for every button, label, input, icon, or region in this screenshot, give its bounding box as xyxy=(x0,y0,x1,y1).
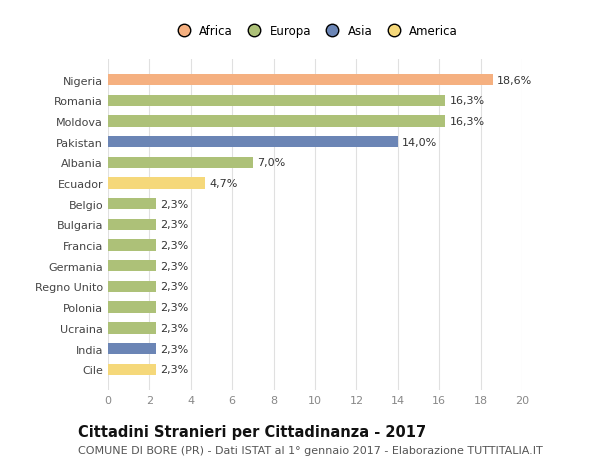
Bar xyxy=(108,364,155,375)
Text: 7,0%: 7,0% xyxy=(257,158,285,168)
Bar xyxy=(108,240,155,251)
Bar xyxy=(108,116,445,127)
Bar xyxy=(108,323,155,334)
Text: 2,3%: 2,3% xyxy=(160,302,188,313)
Bar xyxy=(108,261,155,272)
Bar xyxy=(108,219,155,230)
Text: 2,3%: 2,3% xyxy=(160,344,188,354)
Text: 18,6%: 18,6% xyxy=(497,75,532,85)
Bar xyxy=(108,157,253,168)
Bar xyxy=(108,343,155,354)
Text: 2,3%: 2,3% xyxy=(160,282,188,292)
Text: 16,3%: 16,3% xyxy=(449,96,485,106)
Bar xyxy=(108,137,398,148)
Bar xyxy=(108,281,155,292)
Text: 2,3%: 2,3% xyxy=(160,364,188,375)
Text: 2,3%: 2,3% xyxy=(160,220,188,230)
Bar xyxy=(108,75,493,86)
Text: 16,3%: 16,3% xyxy=(449,117,485,127)
Bar xyxy=(108,199,155,210)
Text: 2,3%: 2,3% xyxy=(160,199,188,209)
Text: 2,3%: 2,3% xyxy=(160,323,188,333)
Bar xyxy=(108,302,155,313)
Text: COMUNE DI BORE (PR) - Dati ISTAT al 1° gennaio 2017 - Elaborazione TUTTITALIA.IT: COMUNE DI BORE (PR) - Dati ISTAT al 1° g… xyxy=(78,445,543,455)
Text: 4,7%: 4,7% xyxy=(209,179,238,189)
Text: 2,3%: 2,3% xyxy=(160,261,188,271)
Text: 2,3%: 2,3% xyxy=(160,241,188,251)
Text: Cittadini Stranieri per Cittadinanza - 2017: Cittadini Stranieri per Cittadinanza - 2… xyxy=(78,425,426,440)
Bar xyxy=(108,95,445,106)
Text: 14,0%: 14,0% xyxy=(402,137,437,147)
Bar xyxy=(108,178,205,189)
Legend: Africa, Europa, Asia, America: Africa, Europa, Asia, America xyxy=(170,22,460,40)
